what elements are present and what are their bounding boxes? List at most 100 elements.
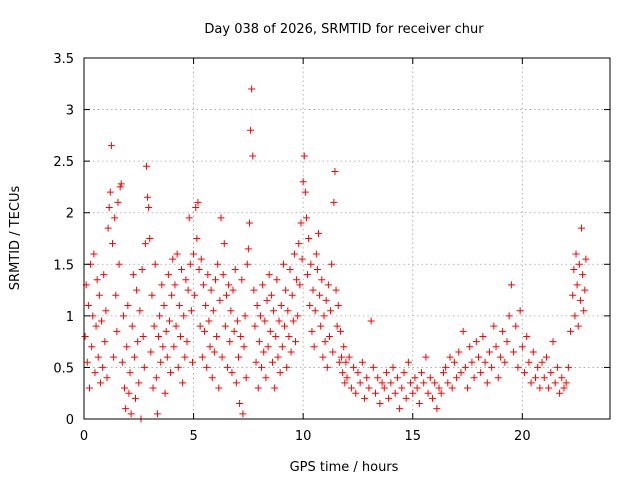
data-point (116, 183, 124, 191)
data-point (329, 348, 337, 356)
x-tick-label: 10 (295, 429, 312, 444)
data-point (323, 363, 331, 371)
data-point (146, 235, 154, 242)
data-point (100, 271, 108, 279)
data-point (232, 379, 240, 387)
data-point (210, 348, 218, 356)
data-point (579, 271, 587, 279)
data-point (253, 302, 261, 310)
data-point (479, 332, 487, 340)
data-point (356, 379, 364, 387)
data-point (95, 291, 103, 299)
data-point (142, 162, 150, 170)
data-point (230, 327, 238, 335)
data-point (145, 204, 153, 212)
data-point (197, 255, 205, 263)
data-point (496, 353, 504, 361)
data-point (307, 260, 315, 268)
data-point (188, 358, 196, 366)
data-point (571, 312, 579, 320)
data-point (310, 343, 318, 351)
data-point (312, 250, 320, 258)
data-point (525, 358, 533, 366)
data-point (385, 394, 393, 402)
data-point (121, 384, 129, 392)
data-point (582, 255, 590, 263)
y-tick-label: 0 (66, 413, 74, 428)
data-point (98, 317, 106, 325)
data-point (448, 384, 456, 392)
data-point (254, 384, 262, 392)
data-point (580, 307, 588, 315)
data-point (221, 322, 229, 330)
data-point (213, 332, 221, 340)
data-point (172, 322, 180, 330)
data-point (119, 312, 127, 320)
data-point (315, 229, 323, 237)
data-point (275, 317, 283, 325)
data-point (126, 369, 134, 377)
data-point (567, 327, 575, 335)
data-point (488, 363, 496, 371)
data-point (138, 265, 146, 273)
data-point (90, 250, 98, 258)
data-point (382, 369, 390, 377)
data-point (374, 374, 382, 382)
data-point (311, 307, 319, 315)
data-point (345, 353, 353, 361)
data-point (439, 369, 447, 377)
data-point (170, 343, 178, 351)
data-point (158, 281, 166, 289)
data-point (319, 353, 327, 361)
data-point (422, 353, 430, 361)
data-point (167, 369, 175, 377)
data-point (207, 286, 215, 294)
data-point (499, 327, 507, 335)
data-point (404, 358, 412, 366)
x-tick-label: 20 (514, 429, 531, 444)
data-point (581, 286, 589, 294)
data-point (217, 214, 225, 222)
data-point (255, 338, 263, 346)
data-point (338, 353, 346, 361)
data-point (393, 374, 401, 382)
data-point (333, 322, 341, 330)
x-tick-label: 0 (80, 429, 88, 444)
data-point (494, 374, 502, 382)
data-point (240, 343, 248, 351)
data-point (420, 379, 428, 387)
data-point (201, 327, 209, 335)
data-point (507, 281, 515, 289)
data-point (194, 198, 202, 206)
data-point (231, 265, 239, 273)
data-point (551, 379, 559, 387)
data-point (259, 281, 267, 289)
data-point (308, 327, 316, 335)
data-point (165, 317, 173, 325)
data-point (413, 384, 421, 392)
data-point (113, 327, 121, 335)
data-point (237, 332, 245, 340)
data-point (178, 265, 186, 273)
data-point (225, 281, 233, 289)
data-point (243, 260, 251, 268)
data-point (115, 260, 123, 268)
data-point (477, 369, 485, 377)
data-point (492, 343, 500, 351)
data-point (455, 348, 463, 356)
data-point (157, 358, 165, 366)
data-point (222, 291, 230, 299)
data-point (302, 214, 310, 222)
data-point (396, 405, 404, 413)
data-point (284, 307, 292, 315)
data-point (299, 178, 307, 186)
data-point (542, 353, 550, 361)
data-point (108, 240, 116, 248)
data-point (130, 353, 138, 361)
y-tick-label: 2 (66, 207, 74, 222)
data-point (556, 389, 564, 397)
data-point (128, 322, 136, 330)
data-point (81, 332, 89, 340)
data-point (558, 374, 566, 382)
data-point (340, 343, 348, 351)
